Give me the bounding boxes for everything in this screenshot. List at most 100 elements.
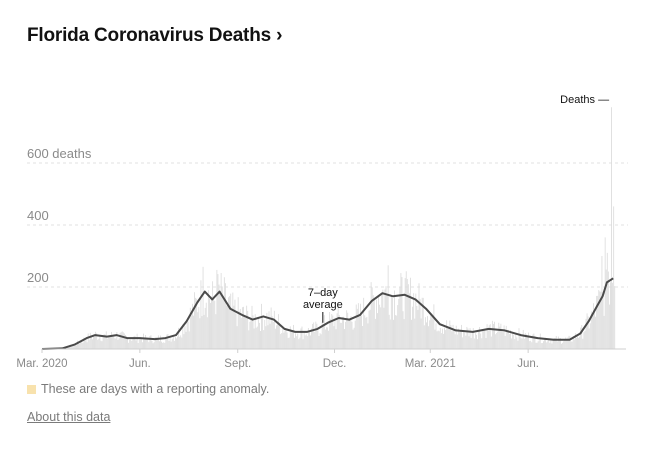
daily-death-bar [591, 313, 593, 349]
daily-death-bar [380, 307, 382, 349]
daily-death-bar [79, 343, 81, 349]
daily-death-bar [172, 336, 174, 349]
daily-death-bar [387, 265, 389, 349]
daily-death-bar [126, 336, 127, 349]
daily-death-bar [276, 325, 277, 349]
daily-death-bar [452, 324, 454, 349]
daily-death-bar [491, 320, 493, 349]
daily-death-bar [141, 342, 143, 349]
daily-death-bar [422, 297, 424, 349]
chart-title[interactable]: Florida Coronavirus Deaths › [27, 25, 282, 47]
daily-death-bar [408, 293, 410, 349]
daily-death-bar [505, 325, 507, 349]
daily-death-bar [294, 337, 295, 349]
daily-death-bar [535, 342, 537, 349]
daily-death-bar [603, 315, 605, 349]
daily-death-bar [356, 308, 358, 349]
daily-death-bar [496, 333, 498, 349]
daily-death-bar [152, 343, 154, 349]
daily-death-bar [383, 307, 385, 349]
daily-death-bar [427, 316, 428, 349]
daily-death-bar [95, 331, 97, 349]
daily-death-bar [191, 303, 193, 349]
daily-death-bar [567, 337, 569, 349]
daily-death-bar [274, 328, 276, 349]
daily-death-bar [160, 335, 161, 349]
daily-death-bar [295, 333, 297, 349]
daily-death-bar [602, 291, 604, 349]
daily-death-bar [448, 327, 450, 349]
daily-death-bar [177, 336, 178, 349]
daily-death-bar [614, 286, 616, 349]
daily-death-bar [400, 273, 402, 349]
daily-death-bar [293, 324, 294, 349]
daily-death-bar [466, 326, 468, 349]
daily-death-bar [202, 266, 204, 349]
daily-death-bar [127, 337, 128, 349]
daily-death-bar [129, 339, 131, 349]
deaths-annotation-label: Deaths — [560, 94, 609, 106]
daily-death-bar [439, 328, 441, 349]
daily-death-bar [145, 334, 147, 349]
daily-death-bar [381, 292, 383, 349]
daily-death-bar [444, 327, 445, 349]
daily-death-bar [286, 332, 288, 349]
daily-death-bar [149, 336, 151, 349]
daily-death-bar [482, 330, 484, 349]
daily-death-bar [332, 315, 334, 349]
daily-death-bar [246, 305, 248, 349]
daily-death-bar [318, 335, 320, 349]
daily-death-bar [337, 305, 339, 349]
daily-death-bar [248, 330, 250, 349]
daily-death-bar [554, 338, 556, 349]
daily-death-bar [316, 323, 318, 349]
daily-death-bar [272, 322, 274, 349]
daily-death-bar [589, 323, 591, 349]
daily-death-bar [498, 322, 500, 349]
daily-death-bar [99, 336, 101, 349]
daily-death-bar [101, 341, 103, 349]
daily-death-bar [73, 344, 75, 349]
daily-death-bar [458, 331, 460, 349]
about-data-link[interactable]: About this data [27, 410, 111, 424]
daily-death-bar [217, 274, 219, 349]
daily-death-bar [363, 297, 365, 349]
daily-death-bar [494, 321, 495, 349]
daily-death-bar [165, 337, 167, 349]
daily-death-bar [421, 297, 423, 349]
daily-death-bar [431, 313, 433, 349]
daily-death-bar [133, 336, 135, 349]
daily-death-bar [266, 312, 268, 349]
daily-death-bar [558, 338, 560, 349]
daily-death-bar [236, 326, 238, 349]
daily-death-bar [222, 298, 224, 349]
daily-death-bar [605, 269, 607, 349]
daily-death-bar [91, 339, 93, 349]
daily-death-bar [481, 338, 483, 349]
daily-death-bar [599, 291, 601, 349]
daily-death-bar [385, 286, 387, 349]
daily-death-bar [511, 338, 512, 349]
daily-death-bar [518, 328, 520, 349]
daily-death-bar [352, 329, 354, 349]
daily-death-bar [570, 341, 572, 349]
daily-death-bar [488, 325, 490, 349]
daily-death-bar [210, 302, 211, 349]
daily-death-bar [298, 339, 300, 349]
daily-death-bar [311, 328, 312, 349]
daily-death-bar [366, 316, 368, 349]
daily-death-bar [205, 302, 207, 349]
daily-death-bar [607, 271, 609, 349]
daily-death-bar [433, 304, 435, 349]
daily-death-bar [401, 277, 403, 349]
daily-death-bar [441, 328, 443, 349]
daily-death-bar [138, 339, 140, 349]
daily-death-bar [196, 298, 198, 349]
daily-death-bar [489, 324, 491, 349]
y-tick-label: 400 [27, 208, 49, 223]
daily-death-bar [168, 340, 170, 349]
daily-death-bar [164, 342, 166, 349]
daily-death-bar [297, 333, 299, 349]
daily-death-bar [397, 305, 399, 349]
